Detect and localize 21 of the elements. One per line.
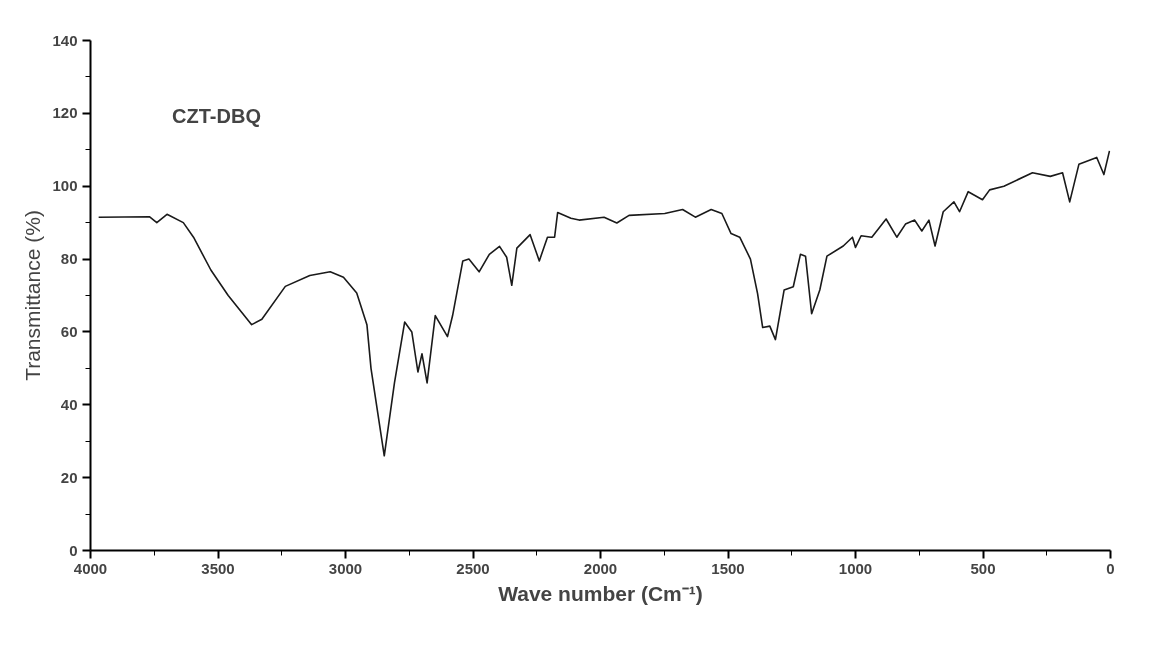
x-tick-label: 3500 xyxy=(201,559,235,577)
x-tick-label: 1000 xyxy=(838,559,873,577)
x-tick-label: 0 xyxy=(1106,559,1115,577)
y-tick-label: 80 xyxy=(60,250,78,268)
annotation: CZT-DBQ xyxy=(172,105,261,128)
x-axis-title: Wave number (Cm⁻¹) xyxy=(498,581,703,605)
x-tick-label: 500 xyxy=(970,559,996,577)
y-tick-label: 120 xyxy=(52,104,78,122)
x-tick-label: 2000 xyxy=(583,559,618,577)
y-axis-title: Transmittance (%) xyxy=(21,210,45,381)
x-tick-label: 2500 xyxy=(456,559,490,577)
y-tick-label: 0 xyxy=(69,541,78,559)
y-tick-label: 20 xyxy=(60,468,78,486)
y-tick-label: 60 xyxy=(60,322,78,340)
x-tick-label: 4000 xyxy=(73,559,108,577)
line-series xyxy=(97,150,1111,457)
x-tick-label: 3000 xyxy=(328,559,363,577)
x-tick-label: 1500 xyxy=(711,559,745,577)
y-tick-label: 140 xyxy=(52,31,78,49)
y-tick-label: 40 xyxy=(60,395,78,413)
y-tick-label: 100 xyxy=(52,177,78,195)
